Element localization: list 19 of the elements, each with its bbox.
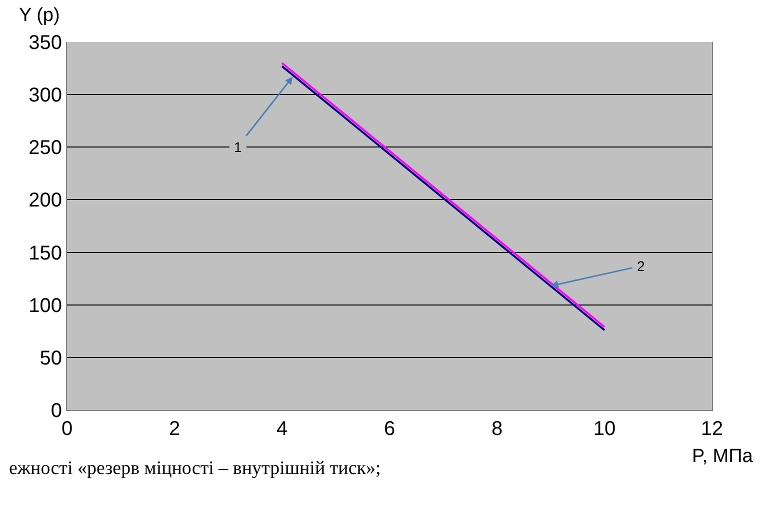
x-tick-label: 8 [491,418,503,440]
x-tick-label: 2 [168,418,180,440]
x-axis-title: P, МПа [692,446,754,467]
y-tick-label: 50 [40,347,62,370]
x-tick-label: 6 [384,418,396,440]
x-tick-label: 10 [593,418,616,440]
y-tick-label: 100 [28,294,62,317]
annotation: 1 [234,139,242,155]
text: ежності «резерв міцності – внутрішній тиск»; [9,458,381,479]
x-tick-label: 12 [700,418,724,440]
y-tick-label: 0 [50,400,62,422]
y-tick-label: 250 [28,137,62,160]
y-tick-label: 300 [28,84,62,107]
x-tick-label: 4 [276,418,288,440]
y-tick-label: 150 [28,242,62,264]
y-tick-label: 350 [28,32,62,54]
annotation: 2 [637,258,645,274]
y-axis-title: Y (p) [19,5,60,26]
y-tick-label: 200 [28,190,62,212]
